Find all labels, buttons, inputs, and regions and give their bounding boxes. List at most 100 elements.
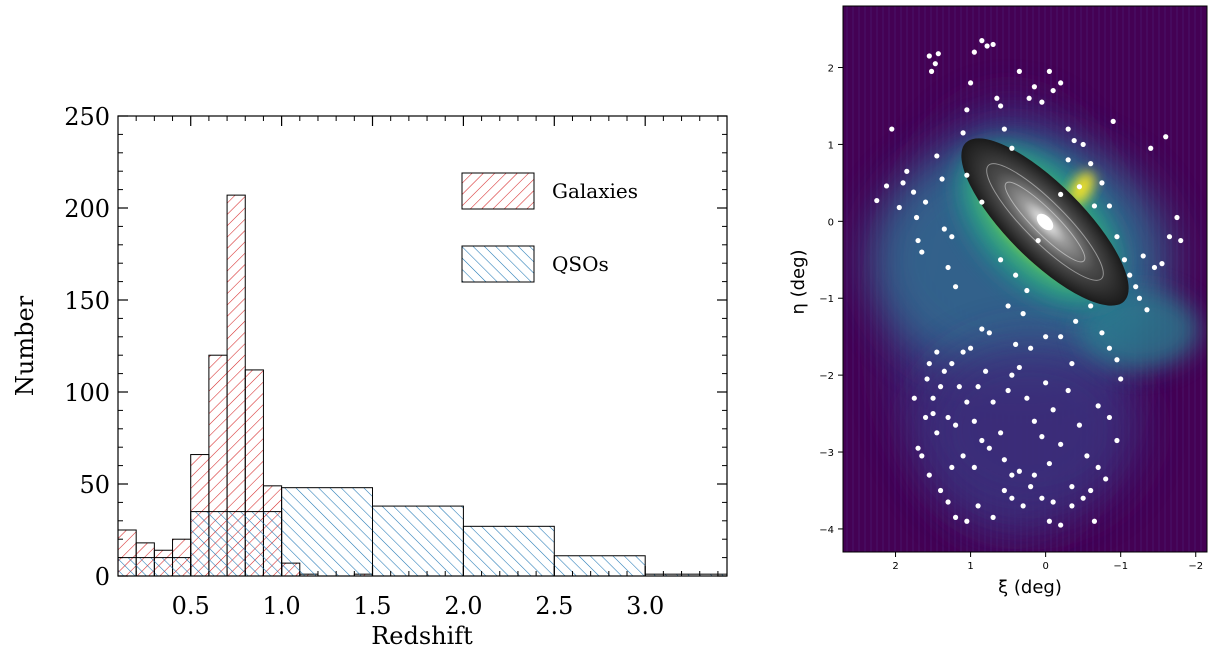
map-point-36	[1046, 68, 1052, 74]
map-point-95	[1114, 437, 1120, 444]
map-point-71	[930, 410, 936, 417]
map-point-122	[1001, 457, 1007, 463]
map-point-136	[964, 172, 970, 178]
map-point-1	[883, 183, 890, 189]
map-point-38	[1058, 80, 1064, 86]
map-point-58	[1058, 191, 1064, 198]
map-point-16	[939, 176, 945, 182]
map-point-101	[1043, 334, 1049, 340]
map-point-44	[1106, 203, 1113, 209]
map-point-66	[949, 360, 955, 367]
map-point-31	[1009, 145, 1015, 151]
map-point-125	[1046, 460, 1052, 467]
histogram-bar-qsos-2	[281, 487, 374, 576]
map-point-120	[1080, 495, 1086, 501]
map-point-149	[1095, 403, 1101, 409]
map-point-129	[998, 257, 1004, 263]
map-point-54	[1178, 237, 1184, 244]
histogram-y-tick-label-1: 50	[79, 471, 110, 499]
map-point-130	[1013, 272, 1019, 278]
histogram-y-tick-label-5: 250	[64, 103, 110, 131]
map-point-134	[1065, 157, 1071, 163]
map-x-tick-label-1: 1	[967, 561, 973, 572]
map-point-45	[1114, 234, 1120, 240]
map-x-tick-label-2: 0	[1042, 561, 1048, 572]
map-point-107	[945, 499, 951, 505]
map-point-33	[1026, 95, 1032, 101]
map-point-57	[1110, 118, 1116, 124]
map-point-28	[994, 95, 1000, 101]
map-point-119	[1069, 503, 1075, 509]
map-point-155	[911, 395, 917, 401]
map-point-64	[967, 345, 974, 351]
map-point-116	[1039, 495, 1045, 501]
histogram-x-axis-label: Redshift	[371, 622, 473, 650]
density-map-background	[843, 6, 1207, 552]
map-point-100	[1058, 334, 1064, 340]
map-point-154	[922, 414, 929, 421]
legend-label-qsos: QSOs	[552, 252, 609, 276]
map-point-72	[945, 414, 951, 421]
map-point-63	[979, 326, 985, 332]
map-point-108	[952, 514, 959, 520]
map-point-40	[1071, 137, 1077, 144]
map-point-65	[960, 349, 966, 355]
map-point-117	[1050, 499, 1056, 505]
map-point-132	[1076, 184, 1083, 190]
map-point-6	[910, 189, 917, 195]
map-point-147	[934, 430, 940, 436]
map-point-93	[1095, 464, 1101, 471]
map-point-70	[924, 376, 930, 382]
map-point-61	[1005, 303, 1011, 309]
map-point-3	[896, 204, 902, 211]
map-point-35	[1039, 99, 1045, 105]
map-y-axis-label: η (deg)	[788, 249, 809, 314]
map-point-30	[1001, 126, 1007, 132]
density-map-frame	[842, 5, 1208, 553]
map-point-17	[941, 226, 947, 232]
histogram-x-tick-label-2: 1.5	[353, 592, 391, 620]
map-point-69	[926, 360, 932, 367]
map-point-106	[937, 487, 944, 494]
map-point-27	[990, 41, 996, 48]
map-point-0	[874, 197, 880, 204]
map-point-20	[952, 284, 959, 290]
map-point-47	[1127, 272, 1133, 278]
map-point-73	[952, 422, 959, 428]
map-point-92	[1088, 487, 1094, 494]
map-y-tick-label-5: −3	[819, 448, 834, 459]
map-point-109	[964, 518, 970, 524]
map-x-axis-label: ξ (deg)	[998, 577, 1062, 598]
map-point-114	[1020, 503, 1026, 509]
map-y-tick-label-3: −1	[819, 294, 834, 305]
map-point-141	[1069, 484, 1075, 490]
map-point-59	[1035, 237, 1041, 244]
map-point-78	[998, 430, 1004, 436]
map-point-97	[1099, 330, 1105, 336]
map-point-139	[1136, 295, 1143, 301]
histogram-bar-qsos-1	[190, 511, 283, 576]
map-point-18	[945, 264, 951, 271]
map-point-111	[990, 514, 996, 520]
map-point-19	[949, 234, 955, 240]
legend-label-galaxies: Galaxies	[552, 179, 638, 203]
map-point-80	[1009, 372, 1015, 378]
map-point-84	[1039, 434, 1045, 440]
histogram-x-tick-label-0: 0.5	[172, 592, 210, 620]
map-x-tick-label-4: −2	[1188, 561, 1203, 572]
map-point-118	[1058, 522, 1064, 528]
histogram-bar-qsos-4	[462, 525, 555, 576]
map-point-110	[975, 503, 981, 509]
histogram-bar-qsos-3	[372, 505, 464, 576]
map-point-85	[1043, 380, 1049, 386]
map-point-49	[1140, 253, 1146, 259]
map-point-5	[904, 168, 910, 174]
map-y-tick-label-1: 1	[828, 140, 834, 151]
map-point-99	[1073, 318, 1079, 324]
map-point-56	[1163, 134, 1169, 140]
histogram-x-tick-label-1: 1.0	[263, 592, 301, 620]
map-point-124	[1031, 472, 1037, 478]
map-point-24	[971, 49, 977, 55]
map-point-37	[1050, 87, 1056, 94]
map-point-90	[1076, 422, 1083, 428]
